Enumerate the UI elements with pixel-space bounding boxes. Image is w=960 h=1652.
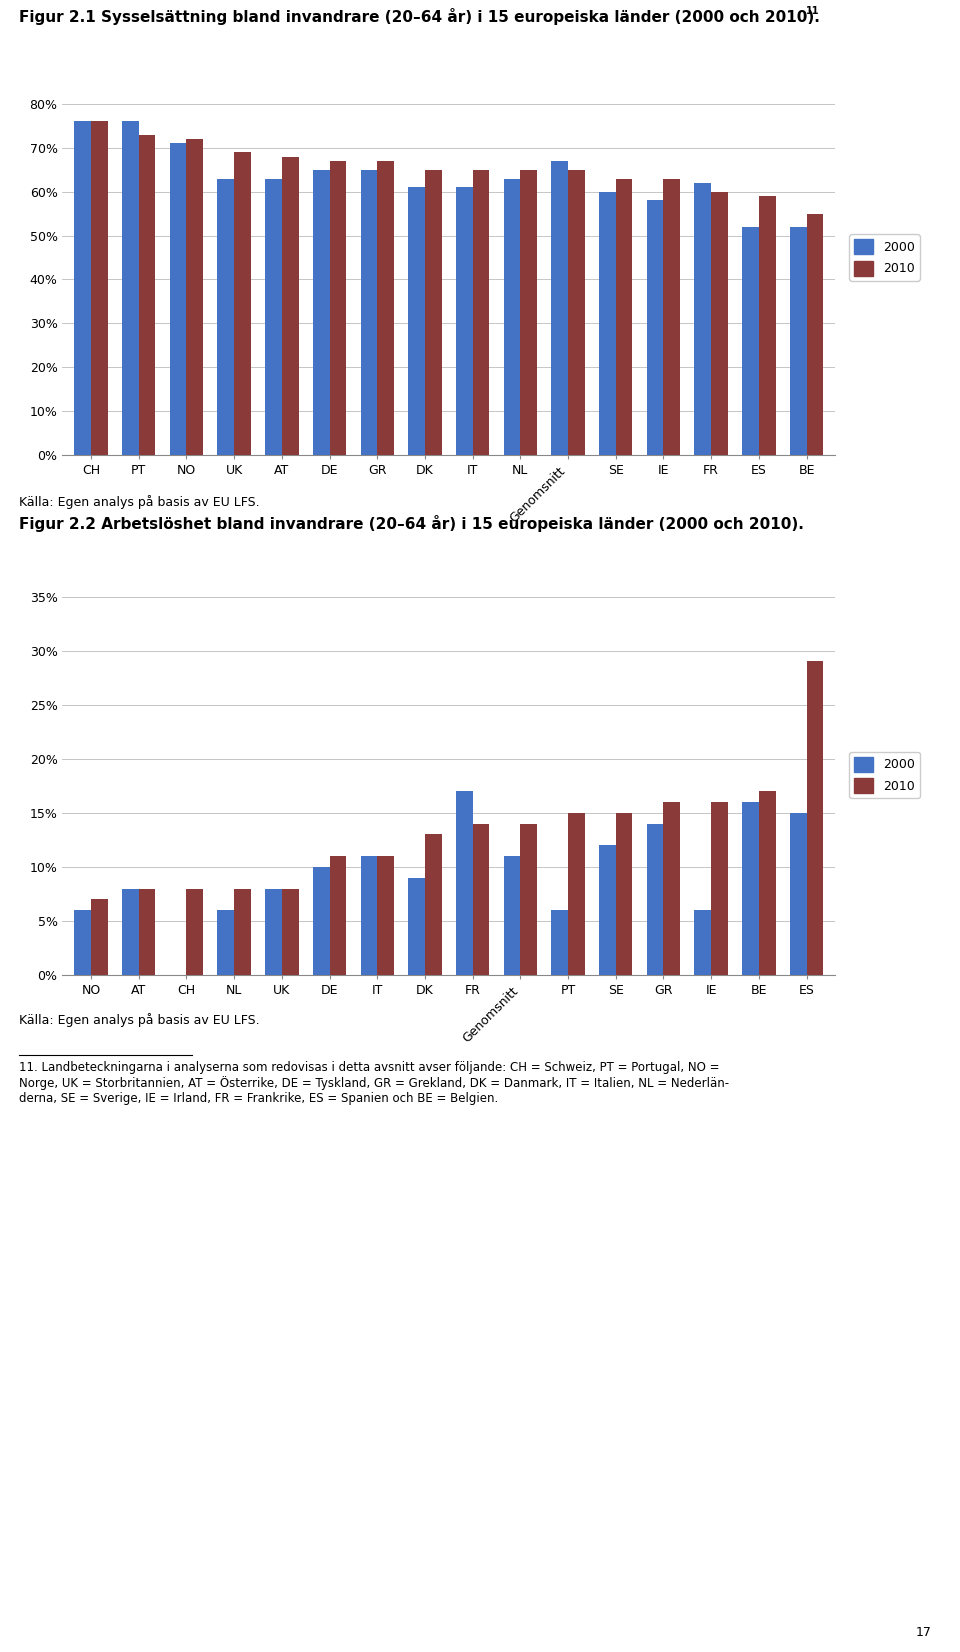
Bar (568, 813, 585, 975)
Bar (425, 834, 442, 975)
Bar (806, 661, 824, 975)
Legend: 2000, 2010: 2000, 2010 (850, 235, 920, 281)
Bar (758, 197, 776, 454)
Bar (217, 910, 234, 975)
Text: Figur 2.2 Arbetslöshet bland invandrare (20–64 år) i 15 europeiska länder (2000 : Figur 2.2 Arbetslöshet bland invandrare … (19, 515, 804, 532)
Bar (663, 178, 681, 454)
Bar (742, 226, 758, 454)
Bar (472, 170, 490, 454)
Bar (711, 192, 728, 454)
Bar (599, 846, 615, 975)
Bar (520, 824, 537, 975)
Bar (234, 152, 251, 454)
Bar (217, 178, 234, 454)
Text: 11. Landbeteckningarna i analyserna som redovisas i detta avsnitt avser följande: 11. Landbeteckningarna i analyserna som … (19, 1061, 730, 1105)
Bar (74, 122, 91, 454)
Bar (170, 144, 186, 454)
Bar (282, 889, 299, 975)
Text: Källa: Egen analys på basis av EU LFS.: Källa: Egen analys på basis av EU LFS. (19, 496, 260, 509)
Text: Figur 2.1 Sysselsättning bland invandrare (20–64 år) i 15 europeiska länder (200: Figur 2.1 Sysselsättning bland invandrar… (19, 8, 820, 25)
Bar (139, 134, 156, 454)
Bar (122, 889, 139, 975)
Bar (313, 170, 329, 454)
Bar (425, 170, 442, 454)
Bar (74, 910, 91, 975)
Bar (694, 910, 711, 975)
Bar (122, 122, 139, 454)
Bar (504, 856, 520, 975)
Bar (520, 170, 537, 454)
Bar (758, 791, 776, 975)
Bar (408, 877, 425, 975)
Bar (551, 160, 568, 454)
Bar (91, 122, 108, 454)
Bar (790, 226, 806, 454)
Bar (456, 187, 472, 454)
Bar (551, 910, 568, 975)
Bar (265, 178, 282, 454)
Bar (186, 889, 204, 975)
Bar (806, 213, 824, 454)
Bar (711, 801, 728, 975)
Bar (647, 824, 663, 975)
Bar (329, 160, 347, 454)
Bar (329, 856, 347, 975)
Bar (139, 889, 156, 975)
Bar (361, 170, 377, 454)
Bar (694, 183, 711, 454)
Bar (91, 899, 108, 975)
Bar (265, 889, 282, 975)
Bar (408, 187, 425, 454)
Bar (377, 160, 394, 454)
Bar (742, 801, 758, 975)
Bar (282, 157, 299, 454)
Text: 17: 17 (915, 1626, 931, 1639)
Bar (615, 813, 633, 975)
Bar (186, 139, 204, 454)
Bar (472, 824, 490, 975)
Bar (599, 192, 615, 454)
Bar (456, 791, 472, 975)
Bar (234, 889, 251, 975)
Legend: 2000, 2010: 2000, 2010 (850, 752, 920, 798)
Bar (568, 170, 585, 454)
Bar (790, 813, 806, 975)
Text: 11: 11 (806, 7, 820, 17)
Text: Källa: Egen analys på basis av EU LFS.: Källa: Egen analys på basis av EU LFS. (19, 1013, 260, 1028)
Bar (504, 178, 520, 454)
Bar (663, 801, 681, 975)
Bar (647, 200, 663, 454)
Bar (313, 867, 329, 975)
Bar (377, 856, 394, 975)
Bar (361, 856, 377, 975)
Bar (615, 178, 633, 454)
